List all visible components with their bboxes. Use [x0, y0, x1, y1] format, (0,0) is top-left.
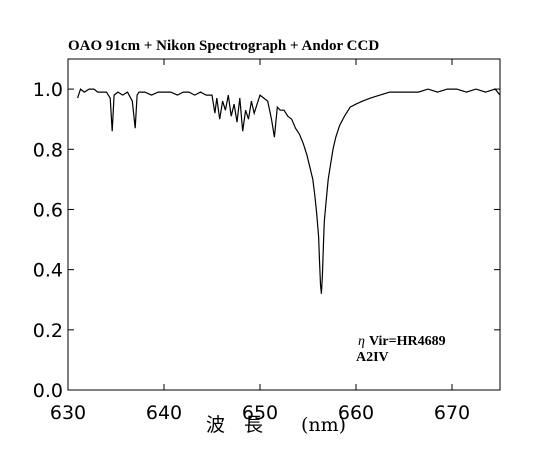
chart-title: OAO 91cm + Nikon Spectrograph + Andor CC…	[68, 38, 379, 54]
y-tick-label: 0.0	[33, 380, 63, 402]
x-axis: 630 640 650 660 670	[50, 59, 470, 424]
x-tick-label: 660	[338, 402, 374, 424]
spectrum-line	[77, 88, 501, 294]
y-tick-label: 0.6	[33, 199, 63, 221]
star-label: η Vir=HR4689	[358, 334, 446, 349]
x-axis-label: 波 長 (nm)	[206, 414, 346, 436]
y-tick-label: 0.8	[33, 139, 63, 161]
plot-frame	[67, 58, 501, 391]
y-tick-label: 1.0	[33, 79, 63, 101]
spectral-type: A2IV	[356, 350, 389, 365]
x-tick-label: 650	[242, 402, 278, 424]
x-tick-label: 670	[434, 402, 470, 424]
y-axis: 0.0 0.2 0.4 0.6 0.8 1.0	[33, 79, 500, 402]
y-tick-label: 0.4	[33, 260, 63, 282]
y-tick-label: 0.2	[33, 320, 63, 342]
x-tick-label: 630	[50, 402, 86, 424]
star-id: Vir=HR4689	[369, 334, 446, 349]
eta-symbol: η	[358, 334, 365, 349]
x-tick-label: 640	[146, 402, 182, 424]
